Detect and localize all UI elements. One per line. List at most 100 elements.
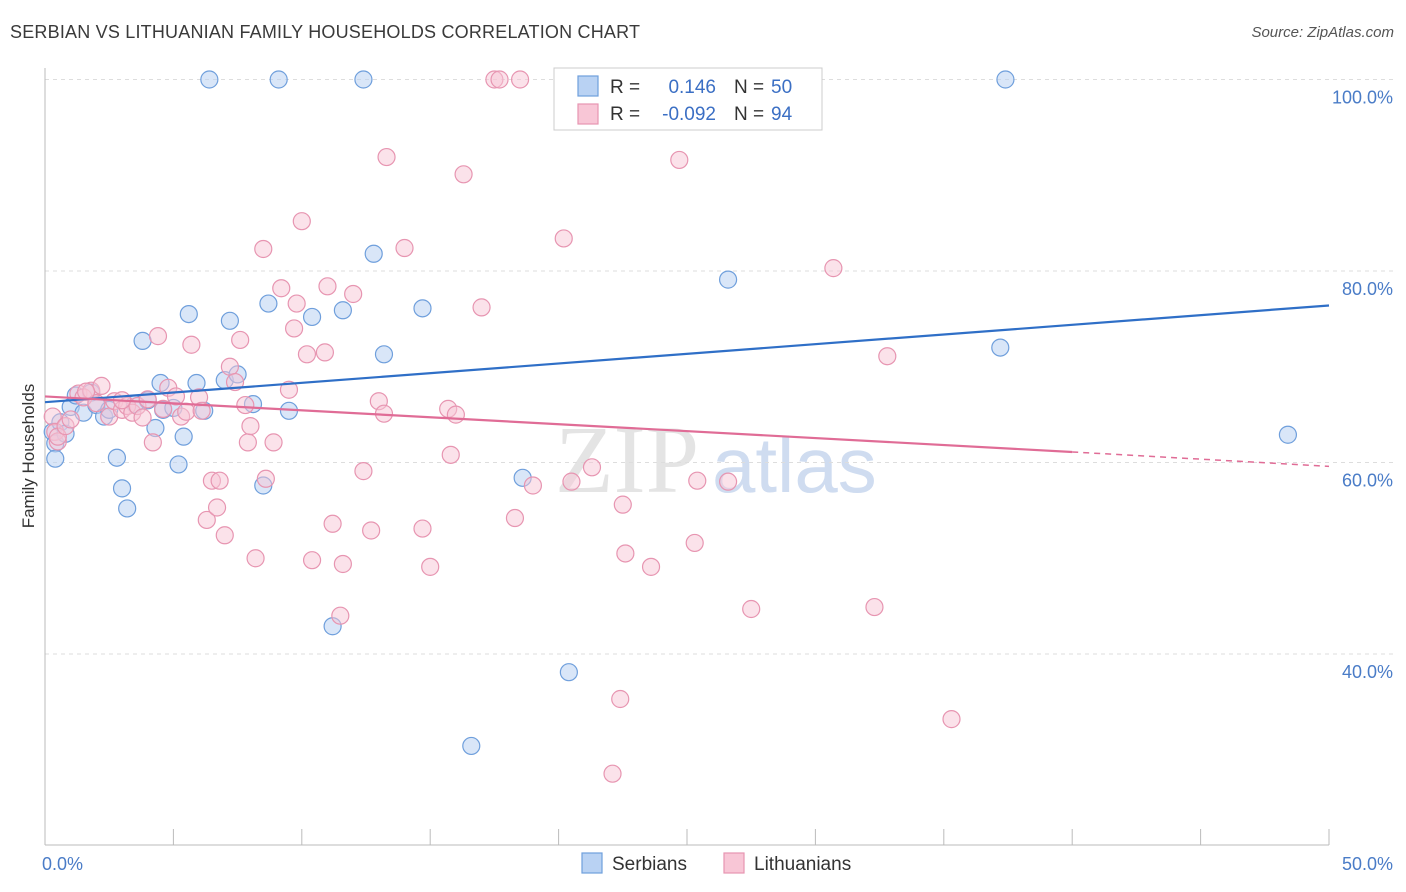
lithuanian-point xyxy=(878,347,897,366)
y-axis-label: Family Households xyxy=(19,384,38,529)
source-label: Source: ZipAtlas.com xyxy=(1251,24,1394,41)
serbian-point xyxy=(200,70,219,89)
lithuanian-point xyxy=(421,557,440,576)
lithuanian-point xyxy=(323,514,342,533)
serbians-trend-line xyxy=(44,304,1330,404)
lithuanian-point xyxy=(236,395,255,415)
y-tick-label: 60.0% xyxy=(1342,471,1393,491)
lithuanian-point xyxy=(292,212,311,231)
lithuanian-point xyxy=(344,284,363,304)
lithuanian-point xyxy=(241,417,260,436)
serbian-point xyxy=(364,244,383,263)
serbian-point xyxy=(259,294,278,313)
serbian-point xyxy=(462,736,481,756)
legend-r-value-serbians: 0.146 xyxy=(668,77,716,98)
lithuanian-point xyxy=(225,372,245,392)
lithuanian-point xyxy=(562,472,581,491)
lithuanian-point xyxy=(246,549,265,568)
lithuanian-point xyxy=(824,259,843,278)
lithuanian-point xyxy=(611,689,630,709)
legend-r-value-lithuanians: -0.092 xyxy=(662,104,716,125)
lithuanian-point xyxy=(490,70,509,89)
lithuanian-point xyxy=(616,544,635,563)
lithuanian-point xyxy=(362,521,381,540)
serbian-point xyxy=(174,427,193,446)
serbian-point xyxy=(718,270,738,289)
lithuanian-point xyxy=(670,150,689,170)
serbian-point xyxy=(991,338,1010,357)
bottom-legend-serbians: Serbians xyxy=(612,854,687,875)
lithuanian-point xyxy=(287,294,306,313)
lithuanian-point xyxy=(865,597,884,617)
trend-lines xyxy=(44,304,1330,468)
lithuanian-point xyxy=(333,554,352,574)
axes xyxy=(44,68,1330,846)
lithuanian-point xyxy=(143,433,162,452)
lithuanians-trend-line-extension xyxy=(1072,451,1330,468)
bottom-legend-swatch-lithuanians xyxy=(723,852,745,874)
bottom-legend: Serbians Lithuanians xyxy=(581,852,851,875)
lithuanian-point xyxy=(331,606,350,625)
lithuanian-point xyxy=(688,471,707,490)
legend-box xyxy=(553,67,823,131)
serbian-point xyxy=(46,449,65,468)
lithuanian-point xyxy=(279,380,299,399)
lithuanian-point xyxy=(554,229,573,248)
lithuanian-point xyxy=(377,147,396,167)
lithuanian-point xyxy=(197,510,216,530)
lithuanian-point xyxy=(395,238,414,258)
serbian-point xyxy=(269,70,288,89)
bottom-legend-swatch-serbians xyxy=(581,852,603,874)
serbian-point xyxy=(333,301,352,320)
x-tick-label: 0.0% xyxy=(42,854,83,874)
serbian-point xyxy=(302,307,322,327)
legend-n-label-lithuanians: N = xyxy=(734,104,764,125)
y-tick-labels: 40.0% 60.0% 80.0% 100.0% xyxy=(1332,88,1393,683)
lithuanian-point xyxy=(472,298,491,317)
lithuanian-point xyxy=(318,277,337,296)
lithuanian-point xyxy=(133,408,152,427)
lithuanian-point xyxy=(254,239,273,259)
watermark-zip: ZIP xyxy=(555,406,699,513)
lithuanian-point xyxy=(942,710,961,729)
lithuanian-point xyxy=(177,402,196,421)
y-tick-label: 80.0% xyxy=(1342,279,1393,299)
serbian-point xyxy=(118,499,137,518)
lithuanian-point xyxy=(718,472,738,491)
lithuanian-point xyxy=(641,557,661,576)
lithuanian-point xyxy=(207,498,227,517)
lithuanian-point xyxy=(182,335,201,354)
lithuanian-point xyxy=(302,551,322,570)
x-tick-label: 50.0% xyxy=(1342,854,1393,874)
lithuanian-point xyxy=(61,410,80,429)
lithuanian-point xyxy=(154,399,173,418)
serbian-point xyxy=(374,345,394,364)
lithuanian-point xyxy=(613,495,632,514)
lithuanian-point xyxy=(441,445,460,464)
lithuanian-point xyxy=(284,319,304,338)
lithuanian-point xyxy=(92,376,111,395)
serbian-point xyxy=(559,663,578,682)
lithuanians-trend-line xyxy=(44,395,1073,454)
lithuanian-point xyxy=(742,599,761,619)
lithuanian-point xyxy=(264,433,283,452)
lithuanian-point xyxy=(582,458,602,477)
lithuanian-point xyxy=(685,533,704,553)
chart-title: SERBIAN VS LITHUANIAN FAMILY HOUSEHOLDS … xyxy=(10,22,641,42)
legend-swatch-serbians xyxy=(577,75,599,97)
lithuanian-point xyxy=(446,405,465,424)
legend-n-label-serbians: N = xyxy=(734,77,764,98)
lithuanian-point xyxy=(413,519,432,538)
serbian-point xyxy=(1278,425,1298,444)
legend-n-value-serbians: 50 xyxy=(771,77,792,98)
watermark-atlas: atlas xyxy=(712,421,877,509)
serbian-point xyxy=(179,304,198,324)
lithuanian-point xyxy=(220,357,239,376)
lithuanian-point xyxy=(510,70,530,89)
lithuanian-point xyxy=(315,343,335,362)
legend-swatch-lithuanians xyxy=(577,103,599,125)
lithuanian-point xyxy=(505,508,525,528)
lithuanian-point xyxy=(215,526,234,545)
serbian-point xyxy=(169,455,188,474)
